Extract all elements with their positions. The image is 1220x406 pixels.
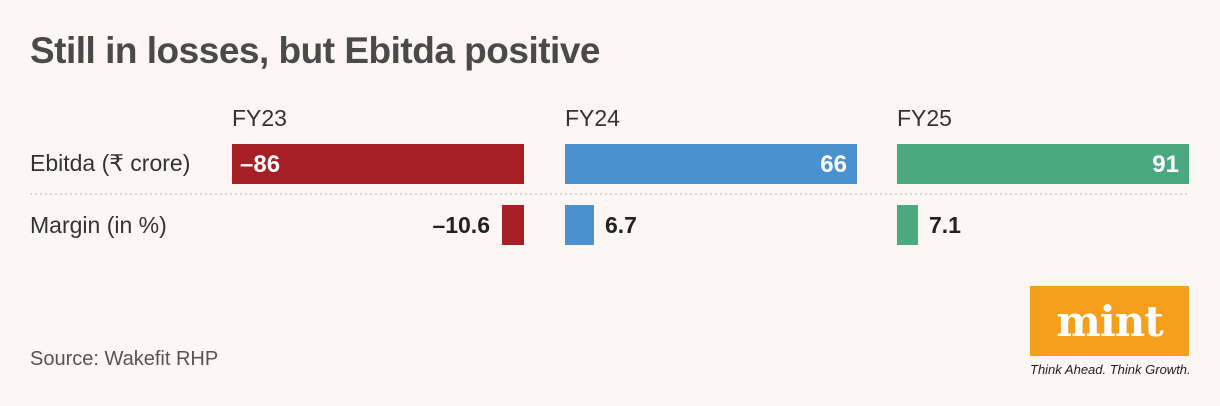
row-label-ebitda: Ebitda (₹ crore)	[30, 150, 190, 176]
logo-tagline: Think Ahead. Think Growth.	[1030, 362, 1191, 377]
ebitda-value-label-fy23: –86	[240, 151, 280, 178]
ebitda-value-label-fy24: 66	[820, 151, 847, 178]
ebitda-bar-fy24	[565, 144, 857, 184]
margin-bar-fy23	[502, 205, 524, 245]
ebitda-bar-fy23	[232, 144, 524, 184]
ebitda-bar-fy25	[897, 144, 1189, 184]
margin-value-label-fy24: 6.7	[605, 212, 637, 238]
column-header-fy25: FY25	[897, 105, 952, 131]
margin-bar-fy24	[565, 205, 594, 245]
margin-value-label-fy25: 7.1	[929, 212, 961, 238]
mint-logo-text: mint	[1056, 296, 1163, 346]
bar-chart: Ebitda (₹ crore) Margin (in %) FY23 –86 –10.…	[30, 105, 1190, 245]
ebitda-value-label-fy25: 91	[1152, 151, 1179, 178]
mint-logo: mint	[1030, 286, 1189, 356]
column-header-fy23: FY23	[232, 105, 287, 131]
chart-title: Still in losses, but Ebitda positive	[30, 30, 601, 71]
source-note: Source: Wakefit RHP	[30, 348, 219, 370]
margin-value-label-fy23: –10.6	[432, 212, 490, 238]
margin-bar-fy25	[897, 205, 918, 245]
column-header-fy24: FY24	[565, 105, 620, 131]
row-label-margin: Margin (in %)	[30, 212, 167, 238]
